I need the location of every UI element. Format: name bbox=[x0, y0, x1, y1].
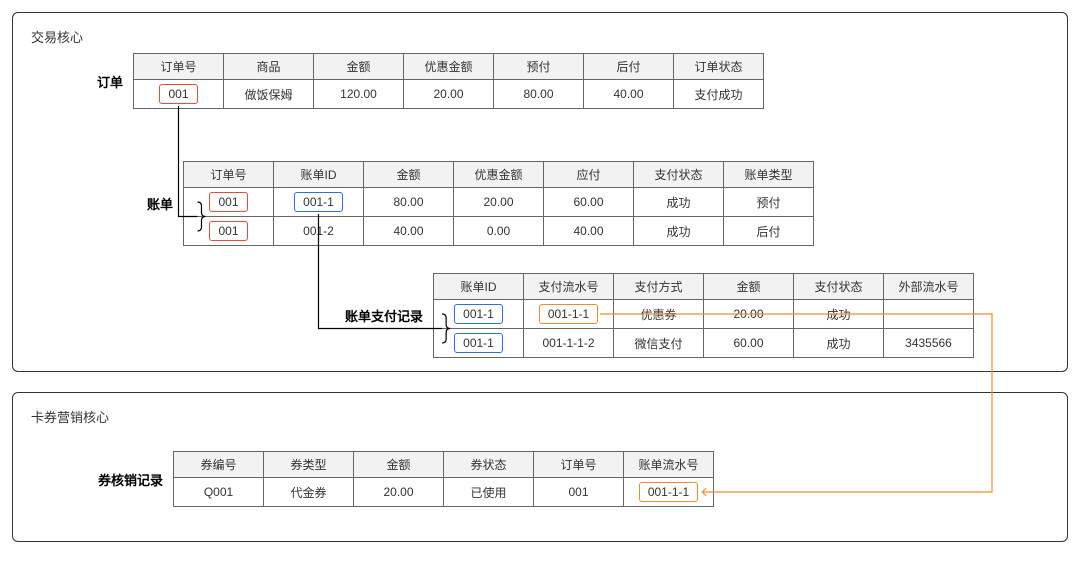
coupon-core-panel: 卡券营销核心 券核销记录 券编号 券类型 金额 券状态 订单号 账单流水号 Q0… bbox=[12, 392, 1068, 542]
col-header: 支付方式 bbox=[614, 274, 704, 300]
table-row: 001 001-2 40.00 0.00 40.00 成功 后付 bbox=[184, 217, 814, 246]
order-label: 订单 bbox=[33, 72, 133, 91]
table-header-row: 订单号 账单ID 金额 优惠金额 应付 支付状态 账单类型 bbox=[184, 162, 814, 188]
col-header: 支付状态 bbox=[794, 274, 884, 300]
cell: 微信支付 bbox=[614, 329, 704, 358]
cell-bill-id: 001-2 bbox=[274, 217, 364, 246]
highlight-bill-id: 001-1 bbox=[454, 304, 503, 324]
highlight-serial: 001-1-1 bbox=[639, 482, 698, 502]
cell: 80.00 bbox=[494, 80, 584, 109]
cell: 60.00 bbox=[544, 188, 634, 217]
cell-serial: 001-1-1 bbox=[524, 300, 614, 329]
order-section: 订单 订单号 商品 金额 优惠金额 预付 后付 订单状态 001 做饭保姆 12… bbox=[33, 53, 764, 109]
cell: 001 bbox=[534, 478, 624, 507]
cell bbox=[884, 300, 974, 329]
cell: Q001 bbox=[174, 478, 264, 507]
col-header: 账单ID bbox=[274, 162, 364, 188]
cell: 20.00 bbox=[454, 188, 544, 217]
col-header: 商品 bbox=[224, 54, 314, 80]
col-header: 外部流水号 bbox=[884, 274, 974, 300]
payrec-table: 账单ID 支付流水号 支付方式 金额 支付状态 外部流水号 001-1 001-… bbox=[433, 273, 974, 358]
coupon-section: 券核销记录 券编号 券类型 金额 券状态 订单号 账单流水号 Q001 代金券 … bbox=[63, 451, 714, 507]
cell: 支付成功 bbox=[674, 80, 764, 109]
col-header: 订单号 bbox=[134, 54, 224, 80]
cell: 40.00 bbox=[544, 217, 634, 246]
highlight-bill-id: 001-1 bbox=[294, 192, 343, 212]
col-header: 金额 bbox=[354, 452, 444, 478]
cell: 80.00 bbox=[364, 188, 454, 217]
col-header: 预付 bbox=[494, 54, 584, 80]
cell: 成功 bbox=[794, 329, 884, 358]
bill-section: 账单 订单号 账单ID 金额 优惠金额 应付 支付状态 账单类型 001 001… bbox=[83, 161, 814, 246]
order-table: 订单号 商品 金额 优惠金额 预付 后付 订单状态 001 做饭保姆 120.0… bbox=[133, 53, 764, 109]
highlight-order-id: 001 bbox=[159, 84, 197, 104]
panel-title: 卡券营销核心 bbox=[31, 407, 1049, 426]
col-header: 后付 bbox=[584, 54, 674, 80]
cell: 120.00 bbox=[314, 80, 404, 109]
col-header: 订单状态 bbox=[674, 54, 764, 80]
coupon-table: 券编号 券类型 金额 券状态 订单号 账单流水号 Q001 代金券 20.00 … bbox=[173, 451, 714, 507]
payrec-section: 账单支付记录 账单ID 支付流水号 支付方式 金额 支付状态 外部流水号 001… bbox=[323, 273, 974, 358]
table-header-row: 券编号 券类型 金额 券状态 订单号 账单流水号 bbox=[174, 452, 714, 478]
highlight-bill-id: 001-1 bbox=[454, 333, 503, 353]
table-header-row: 订单号 商品 金额 优惠金额 预付 后付 订单状态 bbox=[134, 54, 764, 80]
cell-order-id: 001 bbox=[184, 217, 274, 246]
table-row: 001 做饭保姆 120.00 20.00 80.00 40.00 支付成功 bbox=[134, 80, 764, 109]
table-row: 001-1 001-1-1-2 微信支付 60.00 成功 3435566 bbox=[434, 329, 974, 358]
highlight-serial: 001-1-1 bbox=[539, 304, 598, 324]
cell-bill-id: 001-1 bbox=[434, 329, 524, 358]
cell: 20.00 bbox=[354, 478, 444, 507]
col-header: 优惠金额 bbox=[404, 54, 494, 80]
cell: 001-1-1-2 bbox=[524, 329, 614, 358]
bill-table: 订单号 账单ID 金额 优惠金额 应付 支付状态 账单类型 001 001-1 … bbox=[183, 161, 814, 246]
col-header: 金额 bbox=[704, 274, 794, 300]
cell: 后付 bbox=[724, 217, 814, 246]
cell-order-id: 001 bbox=[184, 188, 274, 217]
highlight-order-id: 001 bbox=[209, 192, 247, 212]
cell: 做饭保姆 bbox=[224, 80, 314, 109]
coupon-label: 券核销记录 bbox=[63, 470, 173, 489]
cell: 0.00 bbox=[454, 217, 544, 246]
highlight-order-id: 001 bbox=[209, 221, 247, 241]
col-header: 支付状态 bbox=[634, 162, 724, 188]
col-header: 订单号 bbox=[534, 452, 624, 478]
cell: 成功 bbox=[634, 188, 724, 217]
col-header: 券状态 bbox=[444, 452, 534, 478]
cell-bill-id: 001-1 bbox=[434, 300, 524, 329]
cell: 代金券 bbox=[264, 478, 354, 507]
col-header: 账单流水号 bbox=[624, 452, 714, 478]
cell: 40.00 bbox=[364, 217, 454, 246]
cell: 优惠券 bbox=[614, 300, 704, 329]
cell-order-id: 001 bbox=[134, 80, 224, 109]
table-row: Q001 代金券 20.00 已使用 001 001-1-1 bbox=[174, 478, 714, 507]
cell-bill-id: 001-1 bbox=[274, 188, 364, 217]
col-header: 账单ID bbox=[434, 274, 524, 300]
col-header: 券编号 bbox=[174, 452, 264, 478]
col-header: 券类型 bbox=[264, 452, 354, 478]
col-header: 支付流水号 bbox=[524, 274, 614, 300]
panel-title: 交易核心 bbox=[31, 27, 1049, 46]
col-header: 订单号 bbox=[184, 162, 274, 188]
col-header: 应付 bbox=[544, 162, 634, 188]
table-header-row: 账单ID 支付流水号 支付方式 金额 支付状态 外部流水号 bbox=[434, 274, 974, 300]
cell: 20.00 bbox=[704, 300, 794, 329]
table-row: 001-1 001-1-1 优惠券 20.00 成功 bbox=[434, 300, 974, 329]
cell: 3435566 bbox=[884, 329, 974, 358]
cell: 已使用 bbox=[444, 478, 534, 507]
col-header: 优惠金额 bbox=[454, 162, 544, 188]
cell: 预付 bbox=[724, 188, 814, 217]
cell: 20.00 bbox=[404, 80, 494, 109]
col-header: 金额 bbox=[364, 162, 454, 188]
cell: 40.00 bbox=[584, 80, 674, 109]
col-header: 金额 bbox=[314, 54, 404, 80]
col-header: 账单类型 bbox=[724, 162, 814, 188]
cell-bill-serial: 001-1-1 bbox=[624, 478, 714, 507]
transaction-core-panel: 交易核心 订单 订单号 商品 金额 优惠金额 预付 后付 订单状态 001 做饭… bbox=[12, 12, 1068, 372]
cell: 成功 bbox=[794, 300, 884, 329]
table-row: 001 001-1 80.00 20.00 60.00 成功 预付 bbox=[184, 188, 814, 217]
bill-label: 账单 bbox=[83, 194, 183, 213]
payrec-label: 账单支付记录 bbox=[323, 306, 433, 325]
cell: 成功 bbox=[634, 217, 724, 246]
cell: 60.00 bbox=[704, 329, 794, 358]
